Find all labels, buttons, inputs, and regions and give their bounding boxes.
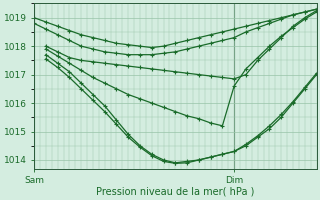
X-axis label: Pression niveau de la mer( hPa ): Pression niveau de la mer( hPa ): [96, 187, 254, 197]
